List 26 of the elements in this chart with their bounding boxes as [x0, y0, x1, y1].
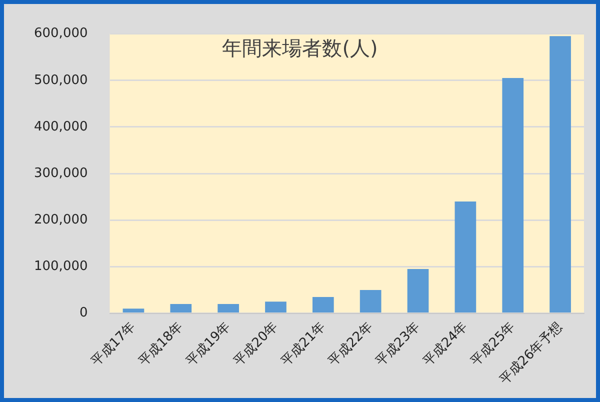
bar: [502, 78, 524, 313]
y-tick-label: 300,000: [34, 166, 88, 181]
x-tick-label: 平成19年: [184, 319, 234, 370]
bar: [218, 304, 239, 313]
y-tick-label: 200,000: [34, 212, 88, 228]
y-tick-label: 600,000: [34, 26, 88, 42]
x-tick-label: 平成24年: [420, 319, 471, 370]
chart-title: 年間来場者数(人): [222, 36, 378, 60]
x-tick-label: 平成20年: [231, 319, 281, 370]
y-tick-label: 100,000: [34, 259, 88, 274]
y-tick-label: 400,000: [34, 119, 88, 134]
bar: [170, 304, 192, 313]
x-tick-label: 平成18年: [136, 319, 186, 370]
bar: [550, 36, 571, 313]
y-tick-label: 0: [79, 306, 88, 321]
x-tick-label: 平成22年: [326, 319, 376, 370]
bar: [360, 290, 382, 313]
y-tick-label: 500,000: [34, 72, 88, 88]
x-tick-label: 平成23年: [373, 319, 424, 370]
bar: [265, 302, 286, 313]
x-tick-label: 平成21年: [278, 319, 328, 370]
bar: [407, 269, 429, 313]
bar: [312, 297, 334, 313]
bar: [454, 202, 476, 313]
x-tick-label: 平成17年: [88, 319, 139, 370]
bar: [122, 308, 144, 313]
